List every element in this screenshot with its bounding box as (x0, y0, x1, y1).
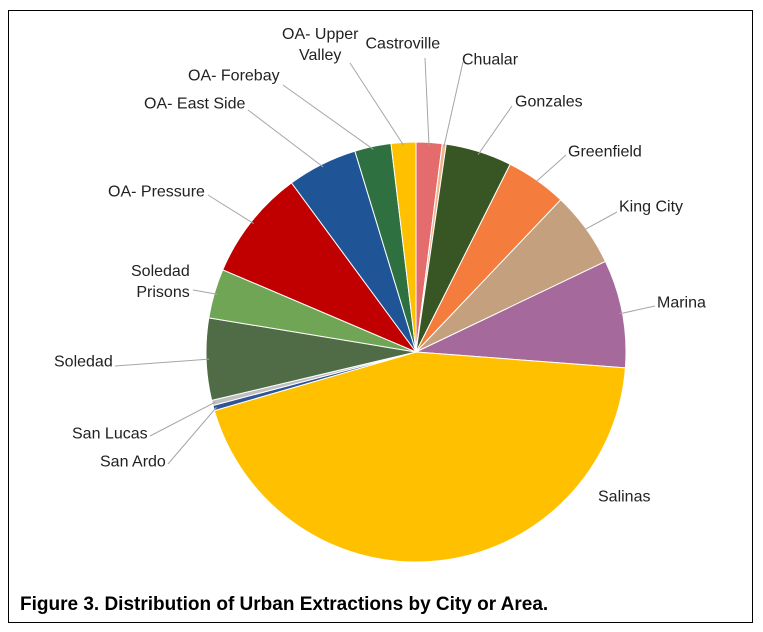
slice-label: OA- East Side (144, 95, 246, 113)
slice-label: OA- Upper Valley (282, 26, 359, 64)
leader-line (349, 62, 405, 146)
leader-line (149, 401, 216, 437)
slice-label: OA- Pressure (108, 183, 205, 201)
leader-line (583, 211, 618, 231)
slice-label: Salinas (598, 488, 651, 506)
leader-line (282, 84, 374, 150)
slice-label: Marina (657, 294, 706, 312)
slice-label: Soledad (54, 353, 113, 371)
slice-label: Soledad Prisons (131, 263, 190, 301)
leader-line (247, 109, 324, 168)
slice-label: OA- Forebay (188, 67, 280, 85)
chart-frame (8, 10, 753, 623)
pie-slice (390, 141, 417, 353)
slice-label: Castroville (365, 35, 441, 53)
leader-line (192, 289, 218, 295)
leader-line (619, 305, 656, 315)
slice-label: Chualar (462, 51, 519, 69)
pie-slice (213, 351, 626, 563)
leader-line (534, 154, 567, 184)
slice-label: Greenfield (568, 143, 642, 161)
chart-title: Figure 3. Distribution of Urban Extracti… (20, 594, 549, 615)
leader-line (443, 61, 464, 147)
leader-line (167, 406, 217, 465)
slice-label: San Ardo (100, 453, 166, 471)
leader-line (424, 57, 430, 146)
leader-line (477, 105, 513, 155)
leader-line (207, 194, 254, 225)
slice-label: Gonzales (515, 93, 583, 111)
slice-label: San Lucas (72, 425, 148, 443)
leader-line (114, 358, 210, 367)
slice-label: King City (619, 198, 684, 216)
